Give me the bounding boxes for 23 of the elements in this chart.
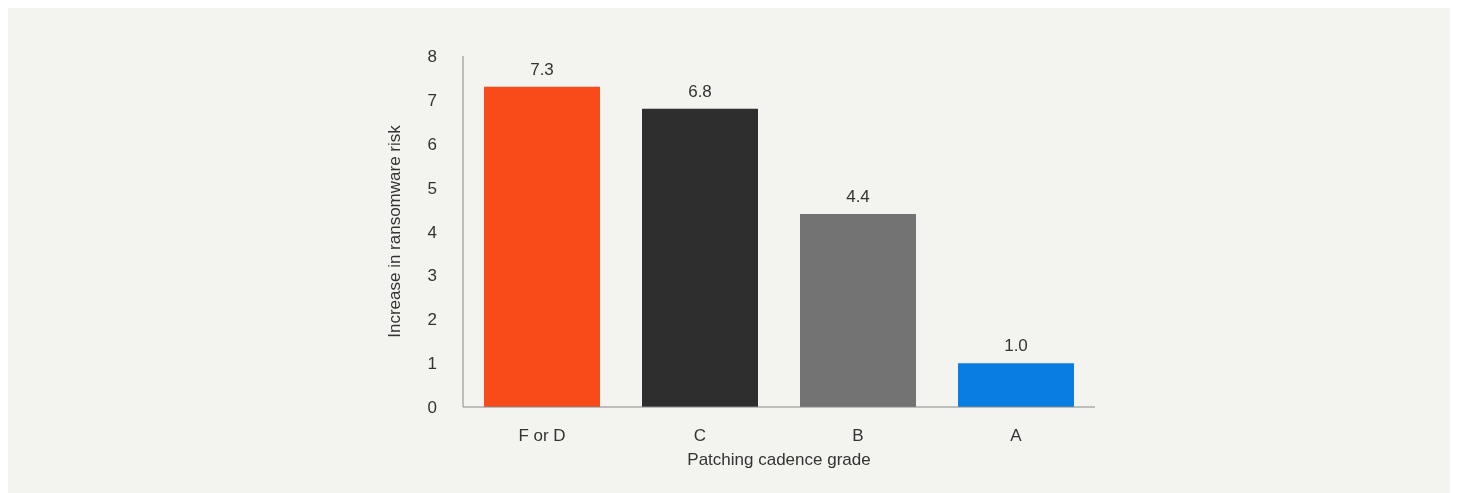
y-tick-label: 2 — [427, 310, 437, 330]
y-tick-label: 7 — [427, 90, 437, 110]
bar — [958, 363, 1074, 407]
bar — [484, 86, 600, 407]
y-tick-label: 5 — [427, 178, 437, 198]
bar — [800, 213, 916, 407]
x-tick-label: A — [1010, 426, 1023, 446]
data-label: 6.8 — [688, 81, 712, 101]
y-tick-label: 8 — [427, 47, 437, 67]
y-tick-label: 6 — [427, 134, 437, 154]
x-tick-label: B — [852, 426, 864, 446]
x-axis-title: Patching cadence grade — [687, 450, 871, 469]
x-tick-label: F or D — [518, 426, 566, 446]
y-tick-label: 0 — [427, 398, 437, 418]
x-tick-label: C — [693, 426, 707, 446]
y-tick-label: 1 — [427, 354, 437, 374]
y-tick-label: 3 — [427, 266, 437, 286]
y-tick-label: 4 — [427, 222, 437, 242]
data-label: 7.3 — [530, 59, 554, 79]
y-axis-title: Increase in ransomware risk — [385, 124, 405, 338]
data-label: 4.4 — [846, 186, 870, 206]
data-label: 1.0 — [1004, 336, 1028, 356]
bar — [642, 108, 758, 407]
